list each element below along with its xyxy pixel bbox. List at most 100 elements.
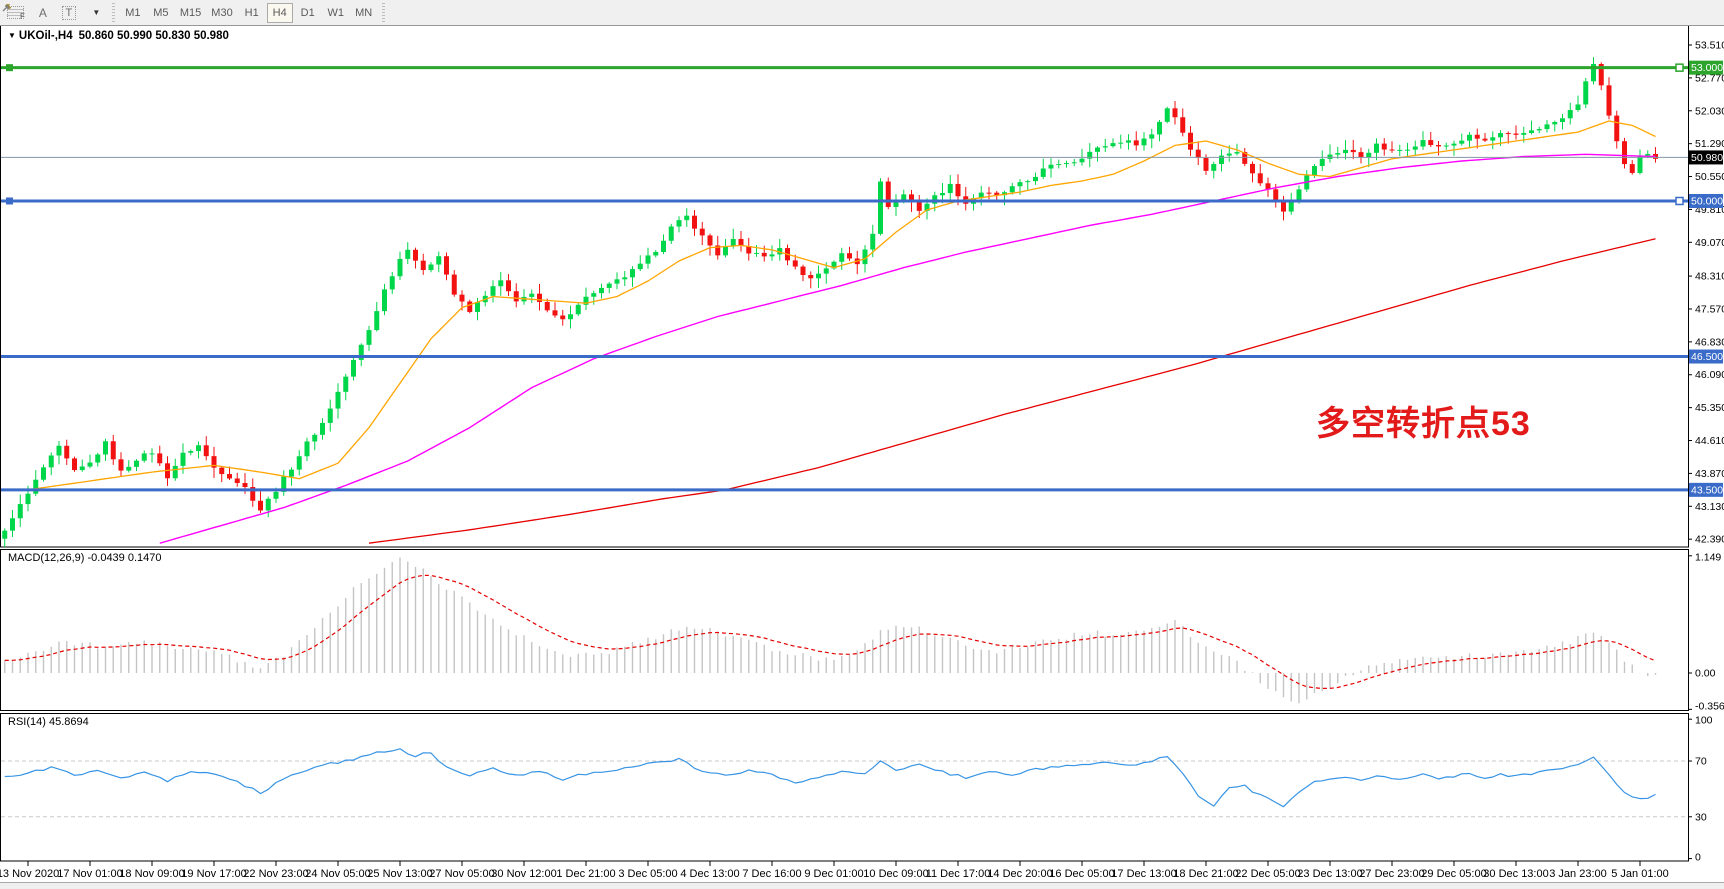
svg-text:29 Dec 05:00: 29 Dec 05:00 (1421, 868, 1486, 880)
toolbar-separator-2 (381, 3, 385, 22)
svg-text:50.000: 50.000 (1691, 195, 1723, 207)
svg-text:43.500: 43.500 (1691, 484, 1723, 496)
price-axis-box-label: 46.500 (1689, 349, 1723, 364)
svg-text:46.830: 46.830 (1695, 336, 1724, 348)
svg-text:3 Jan 23:00: 3 Jan 23:00 (1549, 868, 1607, 880)
svg-text:4 Dec 13:00: 4 Dec 13:00 (680, 868, 739, 880)
timeframe-button-h1[interactable]: H1 (239, 3, 265, 23)
svg-text:24 Nov 05:00: 24 Nov 05:00 (305, 868, 370, 880)
svg-text:22 Nov 23:00: 22 Nov 23:00 (243, 868, 308, 880)
svg-text:10 Dec 09:00: 10 Dec 09:00 (863, 868, 928, 880)
bottom-strip (0, 882, 1724, 889)
macd-axis: 1.149 0.00 -0.3563 (1688, 552, 1724, 713)
svg-text:0.00: 0.00 (1695, 668, 1716, 680)
chart-quote-line: ▼ UKOil-,H4 50.860 50.990 50.830 50.980 (8, 30, 229, 42)
annotation-text: 多空转折点53 (1316, 405, 1531, 443)
ma-fast-line (27, 120, 1656, 491)
svg-text:53.000: 53.000 (1691, 62, 1723, 74)
svg-text:1 Dec 21:00: 1 Dec 21:00 (556, 868, 615, 880)
timeframe-button-m15[interactable]: M15 (176, 3, 205, 23)
svg-text:16 Dec 05:00: 16 Dec 05:00 (1049, 868, 1114, 880)
svg-text:50.550: 50.550 (1695, 171, 1724, 183)
svg-text:44.610: 44.610 (1695, 435, 1724, 447)
text-tool-button[interactable]: T (57, 2, 81, 23)
svg-text:17 Dec 13:00: 17 Dec 13:00 (1111, 868, 1176, 880)
svg-text:30 Dec 13:00: 30 Dec 13:00 (1483, 868, 1548, 880)
rsi-guide-lines (1, 760, 1688, 818)
macd-histogram (4, 557, 1657, 704)
arrows-icon (2, 4, 12, 12)
timeframe-button-h4[interactable]: H4 (266, 2, 293, 23)
svg-text:30: 30 (1695, 811, 1707, 823)
svg-text:46.090: 46.090 (1695, 369, 1724, 381)
svg-text:5 Jan 01:00: 5 Jan 01:00 (1611, 868, 1669, 880)
svg-text:11 Dec 17:00: 11 Dec 17:00 (926, 868, 991, 880)
svg-text:30 Nov 12:00: 30 Nov 12:00 (491, 868, 556, 880)
timeframe-button-w1[interactable]: W1 (323, 3, 349, 23)
svg-text:7 Dec 16:00: 7 Dec 16:00 (742, 868, 801, 880)
timeframe-button-m5[interactable]: M5 (148, 3, 174, 23)
drawing-tools-group: F A T ▼ (0, 0, 108, 25)
svg-text:1.149: 1.149 (1695, 552, 1721, 564)
rsi-indicator-label: RSI(14) 45.8694 (8, 716, 89, 728)
svg-text:48.310: 48.310 (1695, 271, 1724, 283)
svg-text:42.390: 42.390 (1695, 534, 1724, 546)
text-tool-icon: T (61, 5, 77, 20)
svg-text:25 Nov 13:00: 25 Nov 13:00 (367, 868, 432, 880)
price-axis-box-label: 50.980 (1689, 150, 1723, 165)
top-toolbar: F A T ▼ M1 M5 M15 M30 H1 H4 D1 W1 MN (0, 0, 1724, 26)
ohlc-quote-label: 50.860 50.990 50.830 50.980 (78, 30, 229, 42)
horizontal-level-lines[interactable] (1, 63, 1688, 492)
rsi-line (4, 748, 1656, 808)
svg-text:51.290: 51.290 (1695, 138, 1724, 150)
svg-text:47.570: 47.570 (1695, 303, 1724, 315)
svg-text:0: 0 (1695, 852, 1701, 864)
grid-f-label: F (20, 12, 25, 21)
timeframe-button-m30[interactable]: M30 (207, 3, 236, 23)
panel-frames (0, 25, 1689, 862)
svg-text:70: 70 (1695, 756, 1707, 768)
svg-text:23 Dec 13:00: 23 Dec 13:00 (1297, 868, 1362, 880)
svg-text:9 Dec 01:00: 9 Dec 01:00 (804, 868, 863, 880)
price-axis-box-label: 50.000 (1689, 193, 1723, 208)
svg-text:3 Dec 05:00: 3 Dec 05:00 (618, 868, 677, 880)
timeframe-toolbar: M1 M5 M15 M30 H1 H4 D1 W1 MN (119, 0, 378, 25)
svg-text:18 Nov 09:00: 18 Nov 09:00 (119, 868, 184, 880)
timeframe-button-mn[interactable]: MN (351, 3, 377, 23)
svg-text:45.350: 45.350 (1695, 402, 1724, 414)
rsi-axis: 100 70 30 0 (1688, 715, 1713, 864)
svg-text:50.980: 50.980 (1691, 152, 1723, 164)
svg-text:43.870: 43.870 (1695, 468, 1724, 480)
svg-text:27 Dec 23:00: 27 Dec 23:00 (1359, 868, 1424, 880)
svg-text:52.770: 52.770 (1695, 72, 1724, 84)
price-axis-box-label: 53.000 (1689, 60, 1723, 75)
svg-text:53.510: 53.510 (1695, 40, 1724, 52)
dropdown-caret-icon: ▼ (92, 8, 101, 17)
arrow-label-tool-button[interactable]: A (31, 2, 55, 23)
svg-text:52.030: 52.030 (1695, 105, 1724, 117)
svg-text:19 Nov 17:00: 19 Nov 17:00 (181, 868, 246, 880)
svg-text:14 Dec 20:00: 14 Dec 20:00 (987, 868, 1052, 880)
svg-text:100: 100 (1695, 715, 1713, 727)
macd-signal-line (4, 574, 1656, 689)
macd-indicator-label: MACD(12,26,9) -0.0439 0.1470 (8, 552, 162, 564)
toolbar-separator (111, 3, 115, 22)
svg-text:27 Nov 05:00: 27 Nov 05:00 (429, 868, 494, 880)
svg-text:49.070: 49.070 (1695, 237, 1724, 249)
svg-text:43.130: 43.130 (1695, 501, 1724, 513)
symbol-dropdown-icon[interactable]: ▼ (8, 31, 16, 40)
timeframe-button-d1[interactable]: D1 (295, 3, 321, 23)
svg-text:46.500: 46.500 (1691, 351, 1723, 363)
svg-text:-0.3563: -0.3563 (1695, 701, 1724, 713)
indicator-grid-tool-button[interactable]: F (3, 2, 29, 23)
arrows-objects-tool-button[interactable]: ▼ (2, 2, 107, 23)
ma-slow-line (368, 238, 1656, 544)
ma-mid-line (159, 153, 1656, 544)
price-axis-box-label: 43.500 (1689, 482, 1723, 497)
svg-text:18 Dec 21:00: 18 Dec 21:00 (1173, 868, 1238, 880)
svg-text:22 Dec 05:00: 22 Dec 05:00 (1235, 868, 1300, 880)
timeframe-button-m1[interactable]: M1 (120, 3, 146, 23)
